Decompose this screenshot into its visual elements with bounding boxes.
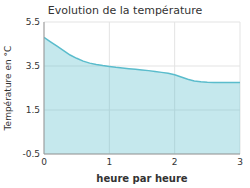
x-axis-line [44, 154, 240, 155]
y-axis-label: Température en °C [3, 46, 13, 132]
grid-line-y [44, 22, 240, 23]
plot-area [44, 37, 240, 154]
x-tick-label: 1 [106, 157, 112, 167]
grid-line-y [44, 154, 240, 155]
x-tick-label: 3 [237, 157, 243, 167]
x-tick-label: 2 [172, 157, 178, 167]
y-tick-label: 1.5 [26, 105, 40, 115]
line [44, 37, 240, 82]
x-axis-label: heure par heure [96, 173, 187, 184]
y-axis-line [44, 22, 45, 154]
y-tick-label: 5.5 [26, 17, 40, 27]
grid-line-x [44, 22, 45, 154]
y-tick-label: 3.5 [26, 61, 40, 71]
chart-svg: -0.5 1.5 3.5 5.5 0 1 2 3 heure par heure Températ… [0, 0, 250, 188]
y-tick-label: -0.5 [22, 149, 40, 159]
axes: -0.5 1.5 3.5 5.5 0 1 2 3 [22, 17, 242, 168]
chart-container: -0.5 1.5 3.5 5.5 0 1 2 3 heure par heure Températ… [0, 0, 250, 188]
grid [44, 22, 240, 154]
title: Evolution de la température [48, 4, 203, 17]
area [44, 37, 240, 154]
x-tick-label: 0 [41, 157, 47, 167]
